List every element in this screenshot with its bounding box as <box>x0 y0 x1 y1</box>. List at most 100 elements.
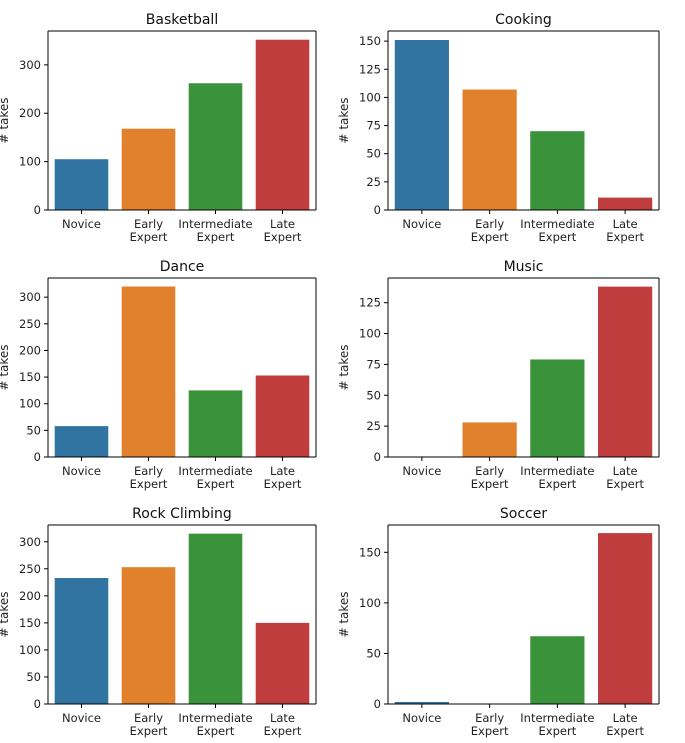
y-axis-label-basketball: # takes <box>0 97 11 143</box>
chart-music: 0 25 50 75 100 125 Novice Early Expert Intermedia… <box>337 259 660 491</box>
bar-basketball-novice <box>54 159 109 210</box>
bar-music-late-expert <box>598 286 653 457</box>
x-tick-label-music-late-expert: Late Expert <box>606 464 644 491</box>
y-tick-label-music: 75 <box>366 357 381 371</box>
chart-title-music: Music <box>504 259 544 275</box>
bar-rock-climbing-early-expert <box>121 567 176 704</box>
x-tick-label-rock-climbing-novice: Novice <box>62 711 101 725</box>
y-tick-label-rock-climbing: 300 <box>19 535 41 549</box>
y-tick-label-dance: 0 <box>34 450 41 464</box>
y-tick-label-cooking: 100 <box>359 90 381 104</box>
bar-cooking-late-expert <box>598 197 653 210</box>
y-tick-label-dance: 50 <box>26 423 41 437</box>
x-tick-label-rock-climbing-late-expert: Late Expert <box>264 711 302 738</box>
x-tick-label-dance-novice: Novice <box>62 464 101 478</box>
x-tick-label-dance-early-expert: Early Expert <box>130 464 168 491</box>
y-tick-label-rock-climbing: 0 <box>34 697 41 711</box>
y-tick-label-basketball: 200 <box>19 106 41 120</box>
y-tick-label-soccer: 150 <box>359 545 381 559</box>
bar-music-early-expert <box>462 422 517 457</box>
y-axis-label-soccer: # takes <box>337 591 351 637</box>
bar-dance-novice <box>54 426 109 457</box>
chart-cooking: 0 25 50 75 100 125 150 Novice Early Expert Interme… <box>337 12 660 244</box>
chart-rock-climbing: 0 50 100 150 200 250 300 Novice Early Expert Inter… <box>0 506 317 738</box>
y-tick-label-music: 25 <box>366 419 381 433</box>
x-tick-label-soccer-novice: Novice <box>402 711 441 725</box>
bar-cooking-intermediate-expert <box>530 131 585 210</box>
y-tick-label-rock-climbing: 100 <box>19 643 41 657</box>
chart-basketball: 0 100 200 300 Novice Early Expert Intermediate E… <box>0 12 317 244</box>
x-tick-label-soccer-intermediate-expert: Intermediate Expert <box>520 711 594 738</box>
x-tick-label-rock-climbing-early-expert: Early Expert <box>130 711 168 738</box>
bar-rock-climbing-novice <box>54 578 109 704</box>
bar-soccer-late-expert <box>598 533 653 704</box>
x-tick-label-soccer-late-expert: Late Expert <box>606 711 644 738</box>
bar-soccer-intermediate-expert <box>530 636 585 704</box>
chart-title-rock-climbing: Rock Climbing <box>132 506 232 522</box>
y-tick-label-rock-climbing: 150 <box>19 616 41 630</box>
y-axis-label-dance: # takes <box>0 344 11 390</box>
y-tick-label-rock-climbing: 50 <box>26 670 41 684</box>
y-tick-label-soccer: 0 <box>374 697 381 711</box>
bar-rock-climbing-intermediate-expert <box>188 533 243 704</box>
x-tick-label-cooking-early-expert: Early Expert <box>471 217 509 244</box>
chart-soccer: 0 50 100 150 Novice Early Expert Intermediate Ex… <box>337 506 660 738</box>
x-tick-label-cooking-novice: Novice <box>402 217 441 231</box>
y-tick-label-soccer: 50 <box>366 646 381 660</box>
y-tick-label-soccer: 100 <box>359 596 381 610</box>
y-tick-label-music: 50 <box>366 388 381 402</box>
y-tick-label-basketball: 300 <box>19 58 41 72</box>
y-tick-label-dance: 200 <box>19 343 41 357</box>
x-tick-label-cooking-intermediate-expert: Intermediate Expert <box>520 217 594 244</box>
bar-dance-late-expert <box>255 375 310 457</box>
y-tick-label-music: 125 <box>359 296 381 310</box>
x-tick-label-basketball-novice: Novice <box>62 217 101 231</box>
bar-music-intermediate-expert <box>530 359 585 457</box>
y-tick-label-cooking: 150 <box>359 34 381 48</box>
y-tick-label-basketball: 100 <box>19 155 41 169</box>
x-tick-label-dance-intermediate-expert: Intermediate Expert <box>178 464 252 491</box>
y-tick-label-cooking: 0 <box>374 203 381 217</box>
bar-soccer-novice <box>394 701 449 704</box>
chart-title-basketball: Basketball <box>146 12 218 28</box>
y-tick-label-music: 0 <box>374 450 381 464</box>
chart-title-cooking: Cooking <box>495 12 552 28</box>
bar-dance-early-expert <box>121 286 176 457</box>
bar-basketball-early-expert <box>121 128 176 210</box>
bar-basketball-late-expert <box>255 39 310 211</box>
x-tick-label-rock-climbing-intermediate-expert: Intermediate Expert <box>178 711 252 738</box>
y-tick-label-rock-climbing: 200 <box>19 589 41 603</box>
y-axis-label-cooking: # takes <box>337 97 351 143</box>
y-tick-label-cooking: 50 <box>366 147 381 161</box>
y-axis-label-music: # takes <box>337 344 351 390</box>
bar-cooking-novice <box>394 40 449 211</box>
y-tick-label-dance: 100 <box>19 397 41 411</box>
y-tick-label-basketball: 0 <box>34 203 41 217</box>
x-tick-label-music-intermediate-expert: Intermediate Expert <box>520 464 594 491</box>
x-tick-label-dance-late-expert: Late Expert <box>264 464 302 491</box>
y-tick-label-dance: 300 <box>19 290 41 304</box>
y-tick-label-cooking: 25 <box>366 175 381 189</box>
y-tick-label-dance: 250 <box>19 317 41 331</box>
chart-title-soccer: Soccer <box>500 506 547 522</box>
bar-cooking-early-expert <box>462 89 517 210</box>
y-tick-label-rock-climbing: 250 <box>19 562 41 576</box>
y-tick-label-cooking: 75 <box>366 119 381 133</box>
y-tick-label-cooking: 125 <box>359 62 381 76</box>
y-tick-label-music: 100 <box>359 327 381 341</box>
y-tick-label-dance: 150 <box>19 370 41 384</box>
x-tick-label-basketball-intermediate-expert: Intermediate Expert <box>178 217 252 244</box>
bar-basketball-intermediate-expert <box>188 83 243 210</box>
bar-rock-climbing-late-expert <box>255 622 310 704</box>
x-tick-label-music-early-expert: Early Expert <box>471 464 509 491</box>
x-tick-label-basketball-early-expert: Early Expert <box>130 217 168 244</box>
x-tick-label-music-novice: Novice <box>402 464 441 478</box>
chart-dance: 0 50 100 150 200 250 300 Novice Early Expert Inter… <box>0 259 317 491</box>
y-axis-label-rock-climbing: # takes <box>0 591 11 637</box>
x-tick-label-soccer-early-expert: Early Expert <box>471 711 509 738</box>
bar-dance-intermediate-expert <box>188 390 243 457</box>
x-tick-label-basketball-late-expert: Late Expert <box>264 217 302 244</box>
x-tick-label-cooking-late-expert: Late Expert <box>606 217 644 244</box>
chart-title-dance: Dance <box>160 259 205 275</box>
